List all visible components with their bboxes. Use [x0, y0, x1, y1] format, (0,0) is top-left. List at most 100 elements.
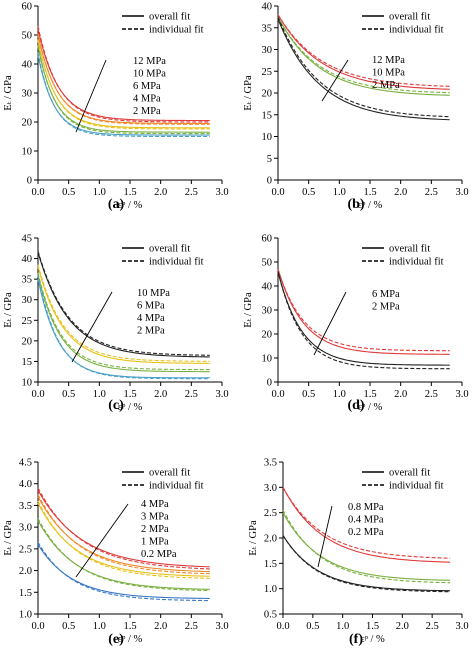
y-tick-label: 25 — [22, 316, 33, 327]
x-tick-label: 1.0 — [93, 621, 106, 632]
annotation-label: 1 MPa — [141, 537, 169, 548]
annotation-label: 10 MPa — [133, 69, 166, 80]
x-tick-label: 3.0 — [215, 389, 228, 400]
series-3-overall-fit-line — [37, 46, 210, 133]
x-tick-label: 2.5 — [185, 187, 198, 198]
x-tick-label: 1.0 — [333, 187, 346, 198]
x-axis-title: εᵖ / % — [360, 634, 385, 645]
x-tick-label: 3.0 — [455, 187, 468, 198]
x-tick-label: 3.0 — [215, 187, 228, 198]
x-axis-title: εᵖ / % — [118, 200, 143, 211]
y-tick-label: 0 — [267, 378, 272, 389]
x-tick-label: 0.5 — [62, 187, 75, 198]
x-tick-label: 1.0 — [93, 187, 106, 198]
annotation-pointer-line — [71, 291, 113, 363]
series-2-individual-fit-line — [37, 272, 210, 371]
y-axis-title: Eₜ / GPa — [243, 75, 254, 111]
y-tick-label: 3.0 — [19, 523, 32, 534]
series-2-individual-fit-line — [37, 500, 210, 579]
y-tick-label: 3.5 — [19, 501, 32, 512]
x-tick-label: 1.5 — [123, 621, 136, 632]
x-tick-label: 2.5 — [185, 389, 198, 400]
x-tick-label: 1.5 — [123, 389, 136, 400]
y-tick-label: 35 — [22, 275, 33, 286]
x-axis-title: εᵖ / % — [358, 402, 383, 413]
y-tick-label: 2.5 — [19, 544, 32, 555]
chart-panel-b: 0 5 10 15 20 25 30 35 40 0.0 0.5 1.0 1.5 2.0 2.5 3.0 εᵖ … — [243, 2, 469, 213]
y-tick-label: 4.0 — [19, 479, 32, 490]
series-0-individual-fit-line — [37, 251, 210, 356]
series-1-overall-fit-line — [277, 16, 450, 96]
annotation-label: 0.8 MPa — [348, 502, 384, 513]
series-1-individual-fit-line — [277, 16, 450, 94]
legend-label-individual: individual fit — [389, 481, 444, 492]
series-1-individual-fit-line — [277, 271, 450, 370]
y-tick-label: 30 — [22, 89, 33, 100]
x-tick-label: 0.5 — [302, 389, 315, 400]
series-2-overall-fit-line — [37, 274, 210, 373]
x-tick-label: 3.0 — [455, 389, 468, 400]
y-tick-label: 20 — [262, 330, 273, 341]
annotation-label: 2 MPa — [372, 302, 400, 313]
x-tick-label: 2.0 — [154, 621, 167, 632]
y-tick-label: 2.5 — [264, 508, 277, 519]
x-tick-label: 2.5 — [185, 621, 198, 632]
series-0-overall-fit-line — [277, 269, 450, 355]
series-2-overall-fit-line — [282, 535, 451, 592]
series-0-overall-fit-line — [277, 14, 450, 90]
y-tick-label: 25 — [262, 67, 273, 78]
chart-panel-d: 0 10 20 30 40 50 60 0.0 0.5 1.0 1.5 2.0 2.5 3.0 εᵖ / %… — [243, 234, 469, 414]
y-tick-label: 0 — [27, 176, 32, 187]
series-1-individual-fit-line — [37, 33, 210, 125]
x-tick-label: 0.5 — [306, 621, 319, 632]
annotation-label: 6 MPa — [372, 289, 400, 300]
series-3-overall-fit-line — [37, 520, 210, 590]
annotation-pointer-line — [317, 505, 333, 568]
y-axis-title: Eₜ / GPa — [248, 520, 259, 556]
y-axis-title: Eₜ / GPa — [3, 292, 14, 328]
x-tick-label: 0.5 — [302, 187, 315, 198]
legend-label-individual: individual fit — [149, 481, 204, 492]
legend-label-individual: individual fit — [149, 25, 204, 36]
y-tick-label: 10 — [22, 378, 33, 389]
annotation-label: 0.2 MPa — [141, 549, 177, 560]
y-axis-title: Eₜ / GPa — [3, 75, 14, 111]
y-tick-label: 10 — [262, 132, 273, 143]
y-tick-label: 50 — [22, 31, 33, 42]
legend-label-individual: individual fit — [389, 257, 444, 268]
y-tick-label: 50 — [262, 258, 273, 269]
series-2-overall-fit-line — [277, 18, 450, 121]
x-tick-label: 1.5 — [363, 389, 376, 400]
series-1-individual-fit-line — [282, 509, 451, 584]
x-tick-label: 1.0 — [93, 389, 106, 400]
x-tick-label: 2.0 — [394, 187, 407, 198]
y-tick-label: 2.0 — [19, 566, 32, 577]
x-tick-label: 0.5 — [62, 389, 75, 400]
chart-panel-a: 0 10 20 30 40 50 60 0.0 0.5 1.0 1.5 2.0 2.5 3.0 εᵖ / %… — [3, 2, 229, 213]
annotation-label: 6 MPa — [133, 81, 161, 92]
y-tick-label: 0.5 — [264, 610, 277, 621]
series-3-individual-fit-line — [37, 518, 210, 592]
y-tick-label: 1.0 — [19, 610, 32, 621]
x-tick-label: 2.0 — [394, 389, 407, 400]
annotation-label: 10 MPa — [372, 68, 405, 79]
series-2-individual-fit-line — [277, 16, 450, 118]
legend-label-overall: overall fit — [389, 12, 430, 23]
x-axis-title: εᵖ / % — [118, 402, 143, 413]
y-tick-label: 30 — [22, 295, 33, 306]
x-tick-label: 1.5 — [363, 187, 376, 198]
annotation-label: 2 MPa — [141, 524, 169, 535]
series-0-individual-fit-line — [277, 269, 450, 352]
annotation-label: 4 MPa — [141, 499, 169, 510]
annotation-label: 12 MPa — [372, 55, 405, 66]
y-tick-label: 20 — [22, 118, 33, 129]
y-tick-label: 15 — [22, 357, 33, 368]
chart-panel-e: 1.0 1.5 2.0 2.5 3.0 3.5 4.0 4.5 0.0 0.5 1.0 1.5 2.0 2… — [3, 458, 229, 648]
x-tick-label: 0.5 — [62, 621, 75, 632]
y-tick-label: 60 — [262, 234, 273, 245]
series-0-overall-fit-line — [37, 252, 210, 358]
series-1-overall-fit-line — [37, 266, 210, 364]
y-tick-label: 10 — [262, 354, 273, 365]
panel-label: (f) — [349, 632, 363, 647]
x-tick-label: 3.0 — [455, 621, 468, 632]
